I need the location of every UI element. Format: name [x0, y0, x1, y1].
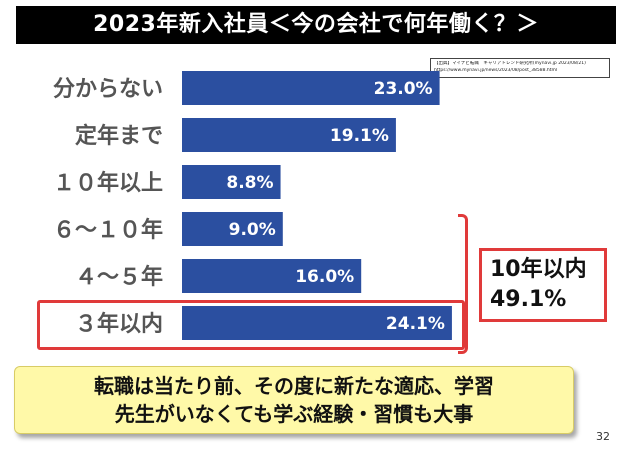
category-label: ４～５年: [75, 264, 163, 290]
category-label: 定年まで: [75, 123, 163, 149]
bar: [182, 165, 281, 199]
value-label: 16.0%: [295, 267, 354, 287]
category-label: ６～１０年: [53, 217, 163, 243]
category-label: ３年以内: [75, 311, 163, 337]
bar: [182, 71, 440, 105]
within-3-years-highlight-box: [37, 300, 465, 350]
source-line-1: 【出典】マイナビ転職 キャリアトレンド研究所(mynavi.jp 2023/08…: [434, 61, 586, 66]
slide-title: 2023年新入社員＜今の会社で何年働く？＞: [16, 6, 616, 44]
bar: [182, 212, 283, 246]
source-url: https://www.mynavi.jp/news/2023/08/post_…: [434, 67, 558, 73]
banner-line-1: 転職は当たり前、その度に新たな適応、学習: [94, 374, 494, 398]
within-10-years-bracket: [458, 214, 468, 354]
page-number: 32: [596, 430, 610, 443]
source-citation: 【出典】マイナビ転職 キャリアトレンド研究所(mynavi.jp 2023/08…: [430, 58, 610, 78]
value-label: 23.0%: [374, 79, 433, 99]
callout-label: 10年以内: [490, 257, 587, 282]
bar: [182, 118, 396, 152]
category-label: １０年以上: [53, 170, 163, 196]
value-label: 9.0%: [229, 220, 276, 240]
category-label: 分からない: [53, 77, 163, 102]
banner-line-2: 先生がいなくても学ぶ経験・習慣も大事: [114, 402, 474, 426]
bar: [182, 259, 362, 293]
callout-value: 49.1%: [490, 287, 567, 312]
value-label: 19.1%: [330, 126, 389, 146]
value-label: 24.1%: [386, 314, 445, 334]
message-banner: 転職は当たり前、その度に新たな適応、学習 先生がいなくても学ぶ経験・習慣も大事: [14, 366, 574, 434]
bar: [182, 306, 452, 340]
value-label: 8.8%: [226, 173, 273, 193]
within-10-years-callout: 10年以内 49.1%: [479, 248, 607, 322]
